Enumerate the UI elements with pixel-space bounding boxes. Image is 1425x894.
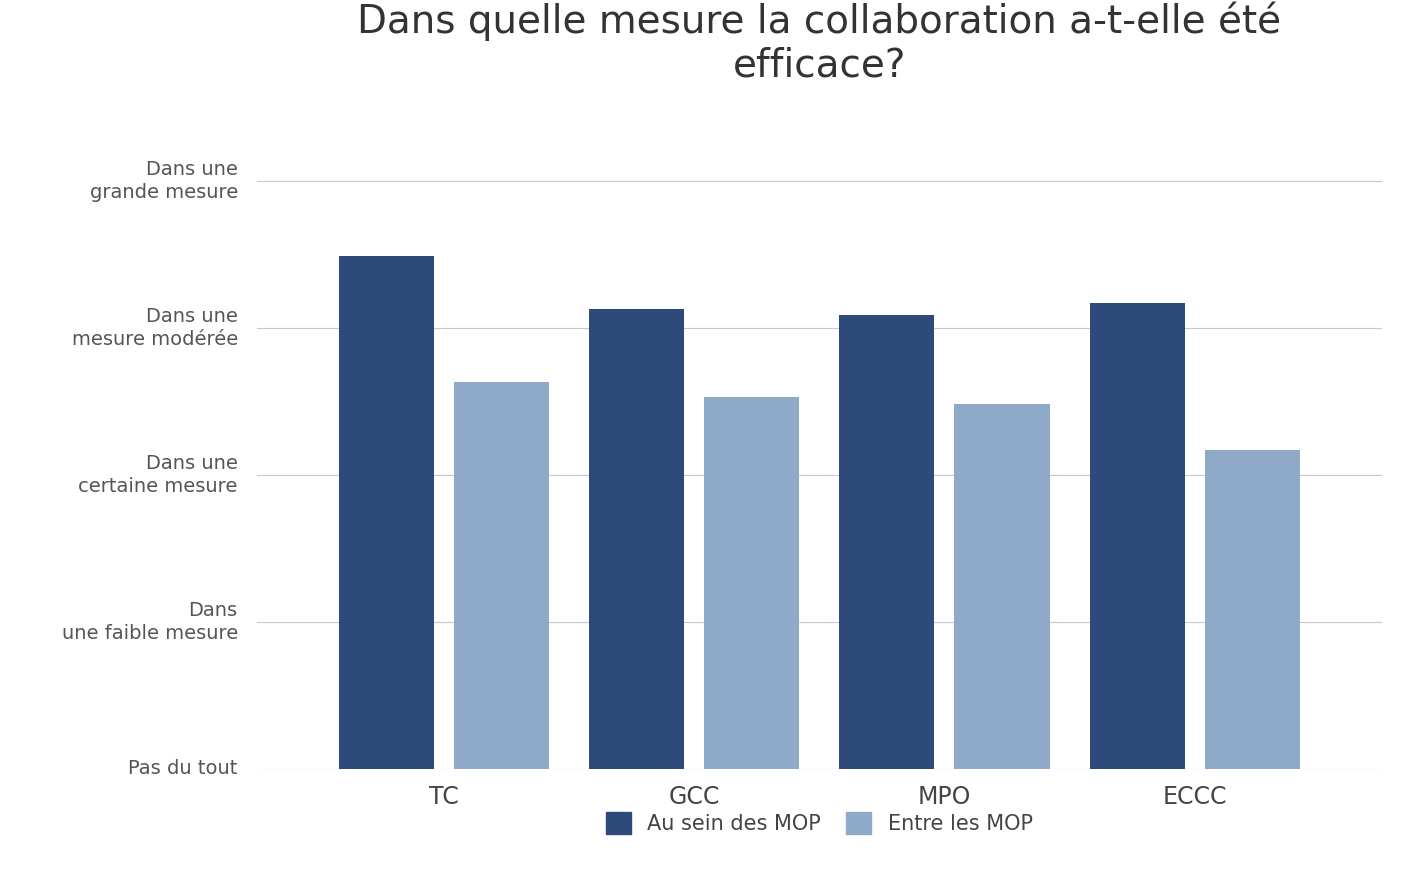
Legend: Au sein des MOP, Entre les MOP: Au sein des MOP, Entre les MOP — [596, 802, 1043, 845]
Bar — [1090, 303, 1184, 769]
Title: Dans quelle mesure la collaboration a-t-elle été
efficace?: Dans quelle mesure la collaboration a-t-… — [358, 1, 1281, 85]
Bar — [455, 383, 549, 769]
Bar — [955, 404, 1050, 769]
Bar — [839, 315, 935, 769]
Bar — [589, 308, 684, 769]
Bar — [1204, 450, 1300, 769]
Bar — [704, 397, 799, 769]
Bar — [339, 256, 435, 769]
